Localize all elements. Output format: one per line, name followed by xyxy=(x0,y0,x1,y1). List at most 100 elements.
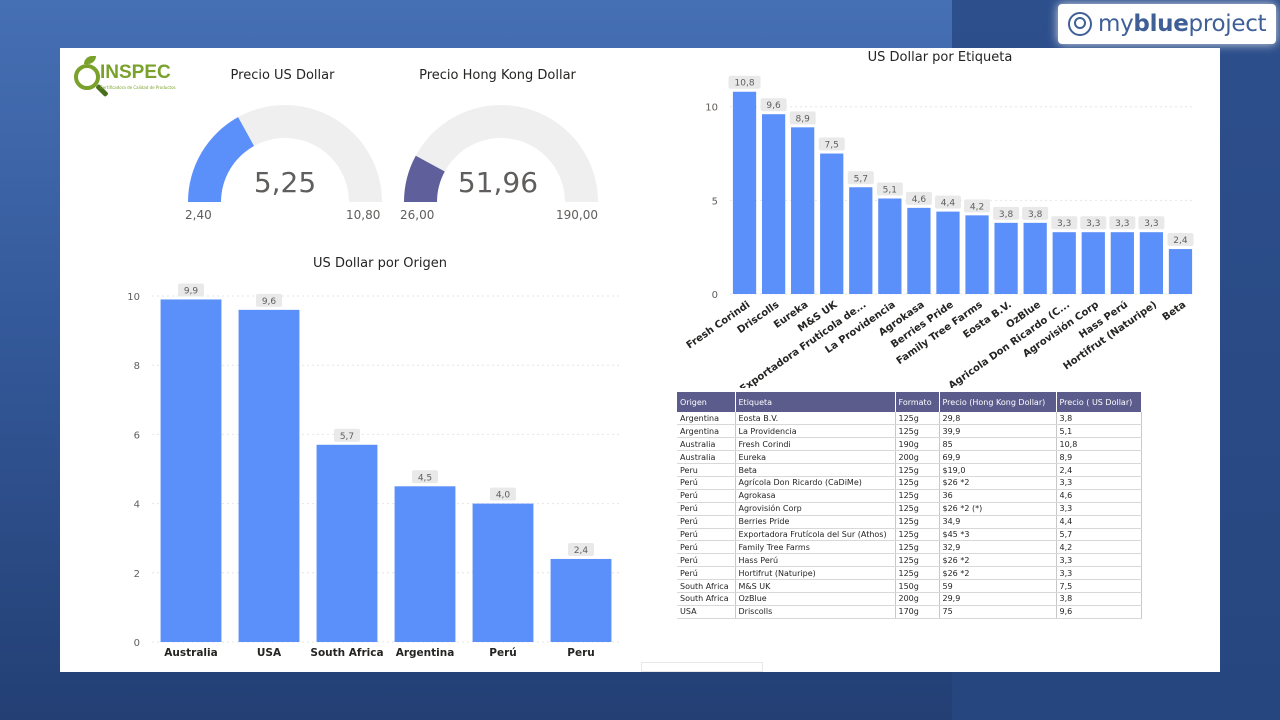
table-cell: 7,5 xyxy=(1056,579,1142,593)
bar xyxy=(791,127,815,294)
table-cell: 125g xyxy=(895,463,940,477)
bar xyxy=(878,198,902,294)
table-cell: 125g xyxy=(895,553,940,568)
table-row[interactable]: Argentina La Providencia 125g 39,9 5,1 xyxy=(677,424,1142,439)
data-label-bg xyxy=(256,293,282,307)
table-row[interactable]: Perú Agrícola Don Ricardo (CaDiMe) 125g $26… xyxy=(677,476,1142,490)
table-cell: Australia xyxy=(677,437,736,452)
table-cell: M&S UK xyxy=(735,579,896,593)
data-label-bg xyxy=(847,171,874,185)
table-cell: 39,9 xyxy=(939,424,1057,439)
table-row[interactable]: Perú Exportadora Frutícola del Sur (Athos… xyxy=(677,528,1142,542)
table-row[interactable]: Peru Beta 125g $19,0 2,4 xyxy=(677,463,1142,477)
bar xyxy=(1110,232,1134,294)
data-label: 5,1 xyxy=(883,185,897,195)
bar xyxy=(1081,232,1105,294)
table-row[interactable]: Perú Hortifrut (Naturipe) 125g $26 *2 3,3 xyxy=(677,566,1142,581)
data-label-bg xyxy=(905,191,932,205)
y-tick-label: 0 xyxy=(712,290,718,301)
table-cell: Perú xyxy=(677,566,736,581)
data-label-bg xyxy=(1167,233,1194,247)
table-cell: USA xyxy=(677,605,736,619)
table-cell: 200g xyxy=(895,592,940,606)
table-cell: 69,9 xyxy=(939,450,1057,465)
table-cell: 3,3 xyxy=(1056,566,1142,581)
table-cell: 125g xyxy=(895,566,940,581)
table-row[interactable]: USA Driscolls 170g 75 9,6 xyxy=(677,605,1142,619)
table-row[interactable]: Australia Eureka 200g 69,9 8,9 xyxy=(677,450,1142,465)
table-cell: Eureka xyxy=(735,450,896,465)
table-cell: 3,8 xyxy=(1056,412,1142,426)
table-cell: $45 *3 xyxy=(939,528,1057,542)
gauge-hkd-min: 26,00 xyxy=(400,208,435,222)
table-cell: 170g xyxy=(895,605,940,619)
x-tick-label: Perú xyxy=(489,647,516,659)
bar xyxy=(1023,222,1047,294)
table-cell: 125g xyxy=(895,412,940,426)
gauge-usd-value: 5,25 xyxy=(253,166,317,199)
data-label: 9,6 xyxy=(766,101,781,111)
table-cell: Perú xyxy=(677,489,736,503)
data-label: 4,5 xyxy=(418,473,432,483)
data-label: 3,3 xyxy=(1115,219,1129,229)
table-row[interactable]: Perú Agrovisión Corp 125g $26 *2 (*) 3,3 xyxy=(677,502,1142,516)
gauge-usd-title: Precio US Dollar xyxy=(230,68,335,83)
gauge-hkd-value: 51,96 xyxy=(457,166,539,199)
table-cell: Hortifrut (Naturipe) xyxy=(735,566,896,581)
y-tick-label: 8 xyxy=(134,361,140,372)
table-cell: 125g xyxy=(895,515,940,529)
gauge-usd[interactable] xyxy=(180,98,390,208)
table-cell: 3,8 xyxy=(1056,592,1142,606)
bar xyxy=(160,299,222,642)
column-header[interactable]: Precio (Hong Kong Dollar) xyxy=(939,392,1057,412)
table-row[interactable]: South Africa OzBlue 200g 29,9 3,8 xyxy=(677,592,1142,606)
data-label: 3,3 xyxy=(1144,219,1158,229)
table-row[interactable]: Perú Berries Pride 125g 34,9 4,4 xyxy=(677,515,1142,529)
table-row[interactable]: Argentina Eosta B.V. 125g 29,8 3,8 xyxy=(677,412,1142,426)
bar xyxy=(907,207,931,294)
table-cell: $26 *2 xyxy=(939,566,1057,581)
data-label-bg xyxy=(760,98,787,112)
table-cell: 4,4 xyxy=(1056,515,1142,529)
table-cell: South Africa xyxy=(677,579,736,593)
gauge-hkd[interactable] xyxy=(396,98,606,208)
data-label: 10,8 xyxy=(735,79,755,89)
table-cell: 5,7 xyxy=(1056,528,1142,542)
price-table[interactable]: Origen Etiqueta Formato Precio (Hong Kong D… xyxy=(677,392,1142,619)
bar xyxy=(1052,232,1076,294)
table-row[interactable]: South Africa M&S UK 150g 59 7,5 xyxy=(677,579,1142,593)
chart-etiqueta-title: US Dollar por Etiqueta xyxy=(867,50,1013,65)
y-tick-label: 10 xyxy=(127,292,140,303)
bar xyxy=(316,444,378,642)
x-tick-label: Australia xyxy=(164,647,217,659)
table-row[interactable]: Perú Hass Perú 125g $26 *2 3,3 xyxy=(677,553,1142,568)
table-cell: Peru xyxy=(677,463,736,477)
page-tab[interactable] xyxy=(641,662,763,672)
table-cell: Perú xyxy=(677,540,736,555)
column-header[interactable]: Formato xyxy=(895,392,940,412)
data-label-bg xyxy=(876,182,903,196)
table-cell: Perú xyxy=(677,515,736,529)
bar xyxy=(761,114,786,294)
data-label: 7,5 xyxy=(825,141,839,151)
data-label: 3,8 xyxy=(1028,210,1043,220)
data-label-bg xyxy=(568,542,594,556)
table-row[interactable]: Perú Family Tree Farms 125g 32,9 4,2 xyxy=(677,540,1142,555)
table-row[interactable]: Australia Fresh Corindi 190g 85 10,8 xyxy=(677,437,1142,452)
table-cell: 190g xyxy=(895,437,940,452)
data-label-bg xyxy=(334,428,360,442)
column-header[interactable]: Etiqueta xyxy=(735,392,896,412)
data-label-bg xyxy=(1022,206,1049,220)
data-label: 2,4 xyxy=(1173,236,1188,246)
data-label: 4,6 xyxy=(912,195,927,205)
table-cell: 125g xyxy=(895,528,940,542)
table-cell: 8,9 xyxy=(1056,450,1142,465)
gauge-hkd-title: Precio Hong Kong Dollar xyxy=(419,68,576,83)
data-label-bg xyxy=(1051,216,1078,230)
table-row[interactable]: Perú Agrokasa 125g 36 4,6 xyxy=(677,489,1142,503)
chart-origen[interactable]: 0 2 4 6 8 10 9,9 Australia 9,6 USA 5,7 South Africa… xyxy=(90,276,660,666)
column-header[interactable]: Origen xyxy=(677,392,736,412)
column-header[interactable]: Precio ( US Dollar) xyxy=(1056,392,1142,412)
table-cell: Perú xyxy=(677,502,736,516)
